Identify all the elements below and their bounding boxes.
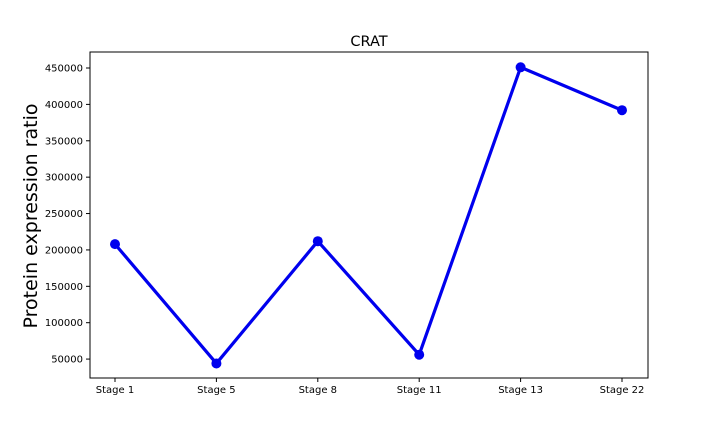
data-point <box>515 62 526 73</box>
series-line <box>113 65 623 366</box>
series-layer <box>110 62 627 369</box>
y-axis: 50000 100000 150000 200000 250000 300000 35000… <box>45 64 90 366</box>
plot-frame <box>89 51 649 379</box>
x-tick-label: Stage 22 <box>600 385 645 396</box>
x-tick-label: Stage 8 <box>299 385 337 396</box>
y-tick-label: 450000 <box>45 64 83 75</box>
y-tick-label: 100000 <box>45 318 83 329</box>
y-tick-label: 200000 <box>45 245 83 256</box>
x-axis: Stage 1 Stage 5 Stage 8 Stage 11 Stage 13 Sta… <box>96 378 645 396</box>
chart-title: CRAT <box>350 34 387 50</box>
y-axis-label: Protein expression ratio <box>20 104 42 329</box>
x-tick-label: Stage 5 <box>197 385 235 396</box>
data-point <box>110 239 120 250</box>
y-tick-label: 300000 <box>45 173 83 184</box>
y-tick-label: 350000 <box>45 136 83 147</box>
y-tick-label: 50000 <box>51 355 83 366</box>
data-point <box>211 358 222 369</box>
data-point <box>617 105 627 116</box>
data-point <box>414 349 425 360</box>
y-tick-label: 250000 <box>45 209 83 220</box>
y-tick-label: 400000 <box>45 100 83 111</box>
x-tick-label: Stage 11 <box>397 385 442 396</box>
data-point <box>312 236 323 247</box>
y-tick-label: 150000 <box>45 282 83 293</box>
x-tick-label: Stage 13 <box>498 385 543 396</box>
x-tick-label: Stage 1 <box>96 385 134 396</box>
